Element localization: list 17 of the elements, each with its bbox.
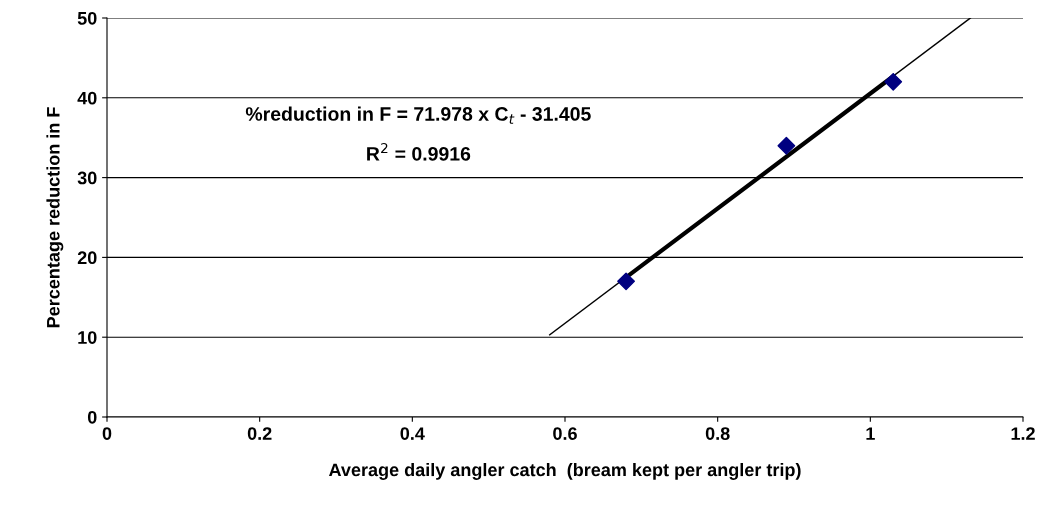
y-tick-label: 10	[78, 331, 97, 344]
x-tick-label: 0	[102, 427, 112, 440]
annotation: %reduction in F = 71.978 x C$_{t}$ - 31.405	[245, 106, 591, 124]
annotation: R$^{2}$ = 0.9916	[367, 142, 471, 161]
x-tick-label: 0.2	[247, 427, 272, 440]
y-axis-title: Percentage reduction in F	[46, 107, 64, 328]
x-tick-label: 1.2	[1011, 427, 1035, 440]
x-tick-label: 0.4	[400, 427, 425, 440]
y-tick-label: 40	[77, 91, 97, 105]
x-tick-label: 1	[866, 427, 875, 440]
x-axis-title: Average daily angler catch (bream kept per angler trip)	[329, 463, 801, 480]
x-tick-label: 0.6	[553, 427, 577, 440]
y-tick-label: 0	[87, 410, 97, 424]
y-tick-label: 30	[77, 171, 97, 185]
x-tick-label: 0.8	[705, 427, 730, 440]
y-tick-label: 20	[77, 251, 97, 265]
y-tick-label: 50	[77, 11, 97, 25]
